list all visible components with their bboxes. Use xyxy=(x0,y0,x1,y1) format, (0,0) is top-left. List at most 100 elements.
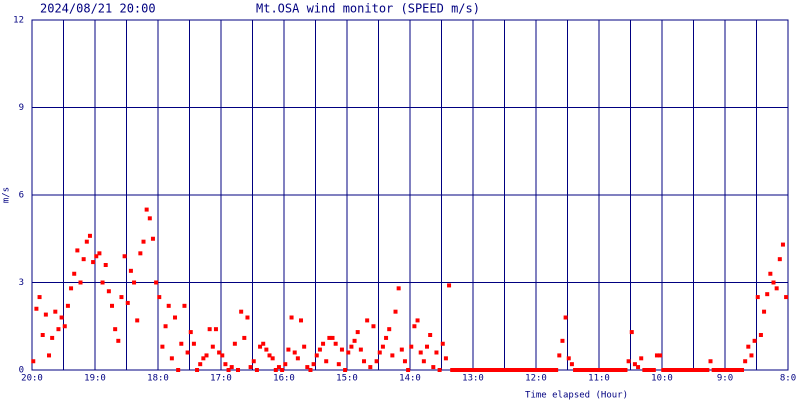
data-point xyxy=(447,283,452,288)
data-point xyxy=(270,356,275,361)
data-point xyxy=(771,280,776,285)
data-point xyxy=(100,280,105,285)
data-point xyxy=(339,347,344,352)
data-point xyxy=(191,341,196,346)
data-point xyxy=(163,324,168,329)
data-point xyxy=(147,216,152,221)
data-point xyxy=(213,327,218,332)
data-point xyxy=(210,344,215,349)
data-point xyxy=(125,300,130,305)
data-point xyxy=(390,353,395,358)
data-point xyxy=(154,280,159,285)
data-point xyxy=(777,257,782,262)
data-point xyxy=(469,368,474,372)
data-point xyxy=(59,315,64,320)
data-point xyxy=(481,368,486,372)
data-point xyxy=(664,368,669,372)
data-point xyxy=(84,239,89,244)
data-point xyxy=(362,359,367,364)
data-point xyxy=(267,353,272,358)
data-point xyxy=(632,362,637,367)
data-point xyxy=(169,356,174,361)
data-point xyxy=(702,368,707,372)
data-point xyxy=(217,350,222,355)
y-tick-label: 9 xyxy=(19,103,24,113)
data-point xyxy=(695,368,700,372)
data-point xyxy=(65,303,70,308)
data-point xyxy=(207,327,212,332)
data-point xyxy=(336,362,341,367)
data-point xyxy=(195,368,200,372)
data-point xyxy=(494,368,499,372)
data-point xyxy=(365,318,370,323)
data-point xyxy=(532,368,537,372)
data-point xyxy=(535,368,540,372)
data-point xyxy=(421,359,426,364)
data-point xyxy=(437,368,442,372)
data-point xyxy=(708,359,713,364)
data-point xyxy=(91,260,96,265)
data-point xyxy=(355,330,360,335)
data-point xyxy=(40,333,45,337)
data-point xyxy=(412,324,417,329)
data-point xyxy=(358,347,363,352)
data-point xyxy=(248,365,253,370)
data-point xyxy=(588,368,593,372)
data-point xyxy=(31,359,36,364)
data-point xyxy=(626,359,631,364)
data-point xyxy=(286,347,291,352)
data-point xyxy=(380,344,385,349)
data-point xyxy=(727,368,732,372)
data-point xyxy=(299,318,304,323)
x-tick-label: 15:0 xyxy=(336,374,358,384)
x-tick-label: 13:0 xyxy=(462,374,484,384)
x-tick-label: 9:0 xyxy=(717,374,733,384)
data-point xyxy=(138,251,143,256)
x-axis-label: Time elapsed (Hour) xyxy=(525,391,628,400)
data-point xyxy=(522,368,527,372)
y-tick-label: 3 xyxy=(19,278,24,288)
data-point xyxy=(371,324,376,329)
data-point xyxy=(604,368,609,372)
data-point xyxy=(620,368,625,372)
data-point xyxy=(465,368,470,372)
data-point xyxy=(721,368,726,372)
data-point xyxy=(81,257,86,262)
data-point xyxy=(569,362,574,367)
x-tick-label: 14:0 xyxy=(399,374,421,384)
data-point xyxy=(409,344,414,349)
data-point xyxy=(692,368,697,372)
data-point xyxy=(106,289,111,294)
data-point xyxy=(289,315,294,320)
data-point xyxy=(525,368,530,372)
data-point xyxy=(768,271,773,276)
data-point xyxy=(484,368,489,372)
data-point xyxy=(232,341,237,346)
data-point xyxy=(377,350,382,355)
data-point xyxy=(343,368,348,372)
data-point xyxy=(547,368,552,372)
data-point xyxy=(132,280,137,285)
data-point xyxy=(510,368,515,372)
data-point xyxy=(352,338,357,343)
data-point xyxy=(506,368,511,372)
data-point xyxy=(245,315,250,320)
x-tick-label: 17:0 xyxy=(210,374,232,384)
data-point xyxy=(428,333,433,337)
x-tick-label: 12:0 xyxy=(525,374,547,384)
data-point xyxy=(198,362,203,367)
data-point xyxy=(658,353,663,358)
data-point xyxy=(135,318,140,323)
data-point xyxy=(733,368,738,372)
data-point xyxy=(220,353,225,358)
data-point xyxy=(784,295,789,300)
data-point xyxy=(462,368,467,372)
data-point xyxy=(488,368,493,372)
chart-subtitle: Mt.OSA wind monitor (SPEED m/s) xyxy=(256,2,480,16)
data-point xyxy=(670,368,675,372)
data-point xyxy=(765,292,770,297)
data-point xyxy=(699,368,704,372)
data-point xyxy=(201,356,206,361)
data-point xyxy=(264,347,269,352)
data-point xyxy=(595,368,600,372)
